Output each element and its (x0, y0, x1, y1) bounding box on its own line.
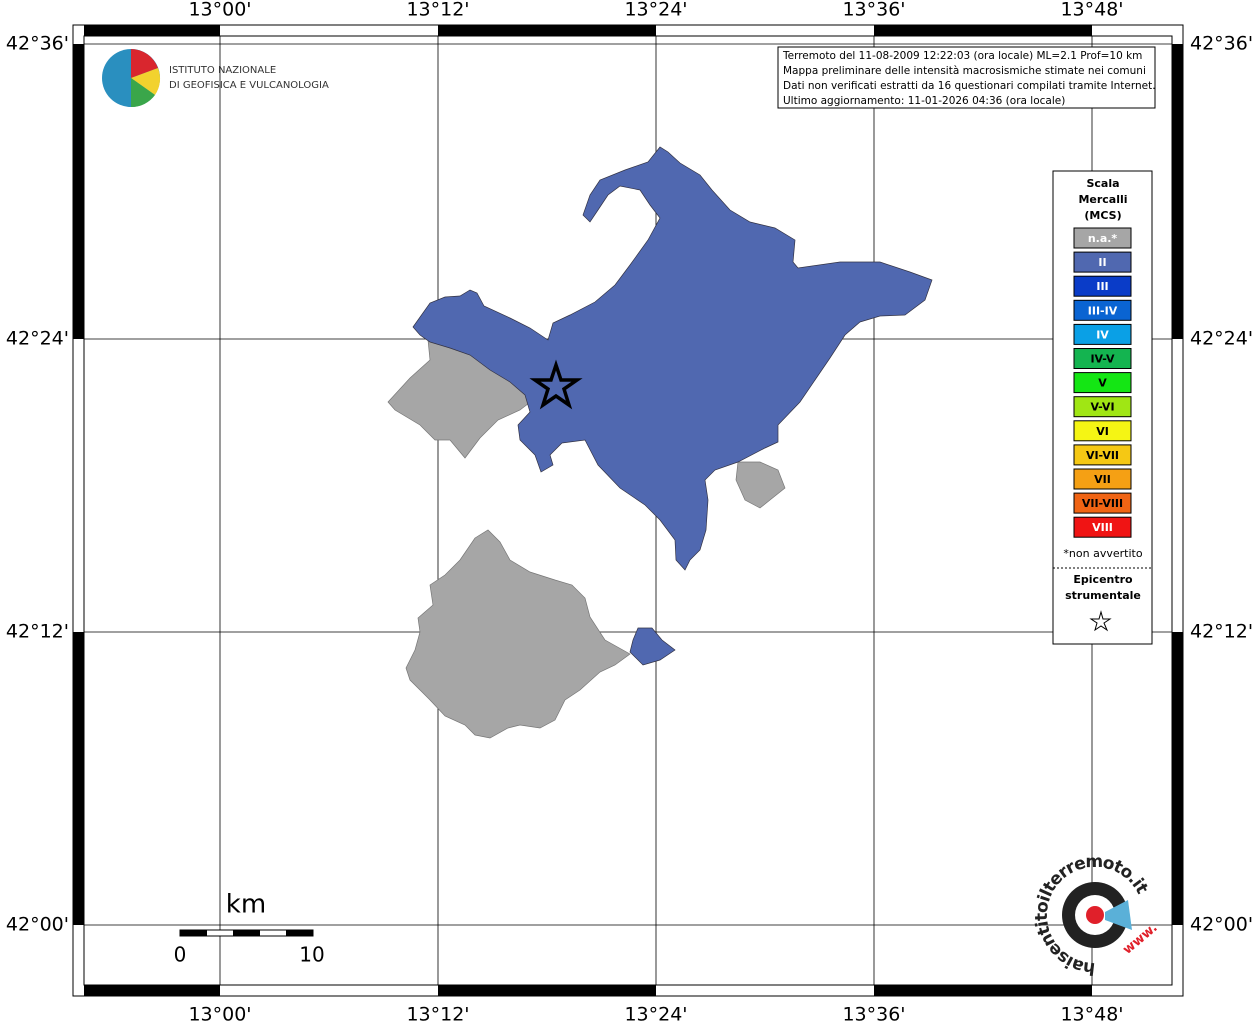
frame-segment (73, 44, 84, 339)
frame-segment (438, 985, 656, 996)
logo-text: DI GEOFISICA E VULCANOLOGIA (169, 80, 329, 91)
legend-swatch (1073, 299, 1132, 321)
legend-label: III (1096, 280, 1108, 293)
site-logo-speaker (1105, 900, 1132, 930)
frame-segment (1172, 44, 1183, 339)
legend-swatch (1073, 468, 1132, 490)
legend-label: VI (1096, 425, 1109, 438)
longitude-label: 13°00' (188, 0, 251, 21)
scale-bar: km 0 10 (174, 890, 325, 967)
longitude-label: 13°00' (188, 1004, 251, 1025)
legend-swatch (1073, 420, 1132, 442)
legend-swatch (1073, 348, 1132, 369)
info-line: Dati non verificati estratti da 16 quest… (783, 80, 1156, 92)
longitude-label: 13°24' (624, 1004, 687, 1025)
legend-swatch (1073, 227, 1132, 249)
legend: Scala Mercalli (MCS) *non avvertito Epic… (1052, 170, 1153, 645)
longitude-label: 13°12' (406, 1004, 469, 1025)
longitude-label: 13°12' (406, 0, 469, 21)
map-frame (72, 24, 1184, 997)
frame-segment (1172, 632, 1183, 925)
info-box-border (777, 46, 1156, 109)
legend-star (1089, 610, 1112, 632)
info-line: Terremoto del 11-08-2009 12:22:03 (ora l… (782, 50, 1142, 62)
logo-segment (131, 49, 158, 78)
latitude-label: 42°12' (1190, 621, 1253, 643)
scale-label: 0 (174, 943, 187, 967)
legend-title: Mercalli (1078, 193, 1127, 206)
frame-segment (874, 25, 1092, 36)
legend-label: IV-V (1090, 353, 1115, 366)
legend-epicenter: strumentale (1065, 589, 1141, 602)
info-box: Terremoto del 11-08-2009 12:22:03 (ora l… (777, 46, 1156, 109)
latitude-label: 42°36' (1190, 33, 1253, 55)
legend-label: VI-VII (1086, 449, 1119, 462)
latitude-label: 42°00' (1190, 914, 1253, 936)
legend-label: VII-VIII (1082, 497, 1123, 510)
longitude-label: 13°24' (624, 0, 687, 21)
info-line: Mappa preliminare delle intensità macros… (783, 65, 1146, 77)
legend-label: n.a.* (1088, 232, 1118, 245)
latitude-label: 42°00' (6, 914, 69, 936)
legend-title: Scala (1086, 177, 1119, 190)
legend-label: III-IV (1088, 304, 1118, 317)
legend-label: V-VI (1090, 401, 1114, 414)
longitude-label: 13°48' (1060, 1004, 1123, 1025)
scale-unit: km (226, 890, 266, 920)
logo-segment (131, 78, 155, 108)
frame-segment (874, 985, 1092, 996)
logo-segment (131, 68, 161, 95)
latitude-label: 42°12' (6, 621, 69, 643)
legend-label: VIII (1092, 521, 1113, 534)
legend-swatch (1073, 396, 1132, 418)
site-logo-dot (1086, 906, 1104, 924)
epicenter-star (529, 359, 583, 410)
legend-note: *non avvertito (1063, 547, 1142, 560)
scale-bar-segment (233, 930, 260, 936)
scale-label: 10 (299, 943, 324, 967)
legend-swatch (1073, 516, 1132, 538)
scale-bar-segment (180, 930, 207, 936)
legend-label: IV (1096, 328, 1109, 341)
latitude-label: 42°24' (6, 328, 69, 350)
frame-segment (73, 632, 84, 925)
region-na (405, 529, 631, 739)
frame-segment (84, 985, 220, 996)
region-na (735, 461, 786, 509)
logo-text: ISTITUTO NAZIONALE (169, 65, 276, 76)
legend-epicenter: Epicentro (1073, 573, 1133, 586)
legend-swatch (1073, 323, 1132, 345)
ingv-logo: ISTITUTO NAZIONALE DI GEOFISICA E VULCAN… (102, 49, 329, 108)
region-ii (629, 627, 676, 666)
frame-segment (84, 25, 220, 36)
legend-swatch (1073, 492, 1132, 514)
longitude-label: 13°48' (1060, 0, 1123, 21)
longitude-label: 13°36' (842, 1004, 905, 1025)
region-ii (412, 146, 933, 571)
info-line: Ultimo aggiornamento: 11-01-2026 04:36 (… (783, 95, 1065, 107)
legend-label: II (1098, 256, 1106, 269)
frame-segment (438, 25, 656, 36)
legend-label: VII (1094, 473, 1111, 486)
scale-bar-segment (286, 930, 313, 936)
legend-swatch (1073, 372, 1132, 394)
legend-label: V (1098, 377, 1107, 390)
legend-swatch (1073, 275, 1132, 297)
latitude-label: 42°24' (1190, 328, 1253, 350)
longitude-label: 13°36' (842, 0, 905, 21)
legend-swatch (1073, 251, 1132, 273)
graticule: 13°00' 13°00' 13°12' 13°12' 13°24' 13°24' 13°3… (6, 0, 1253, 1026)
legend-title: (MCS) (1084, 209, 1121, 222)
latitude-label: 42°36' (6, 33, 69, 55)
legend-swatch (1073, 444, 1132, 466)
